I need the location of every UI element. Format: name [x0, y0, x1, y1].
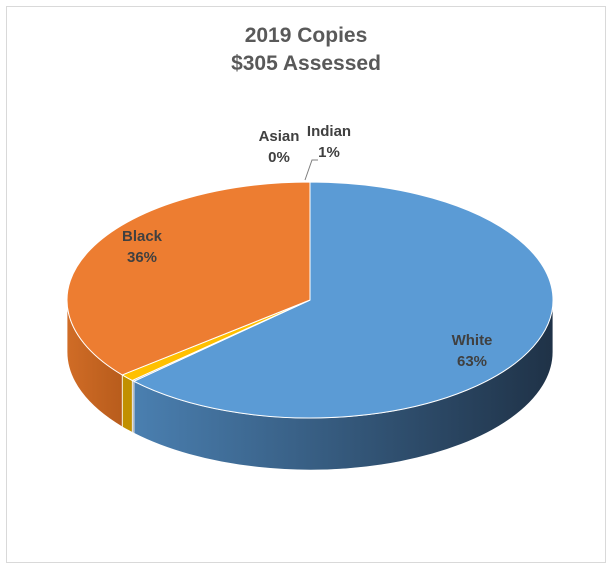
- slice-name-label-indian: Indian: [307, 123, 351, 140]
- slice-value-label-white: 63%: [457, 353, 487, 370]
- leader-line-indian: [304, 159, 318, 181]
- chart-title: 2019 Copies: [244, 24, 368, 47]
- chart-subtitle: $305 Assessed: [231, 52, 381, 75]
- pie-slice-white: [132, 181, 554, 419]
- slice-name-label-asian: Asian: [259, 128, 300, 145]
- slice-name-label-white: White: [452, 332, 493, 349]
- slice-name-label-black: Black: [122, 228, 163, 245]
- pie-slice-black: [66, 181, 311, 376]
- pie-side-indian: [121, 374, 133, 434]
- slice-value-label-indian: 1%: [318, 144, 340, 161]
- slice-value-label-asian: 0%: [268, 149, 290, 166]
- slice-value-label-black: 36%: [127, 249, 157, 266]
